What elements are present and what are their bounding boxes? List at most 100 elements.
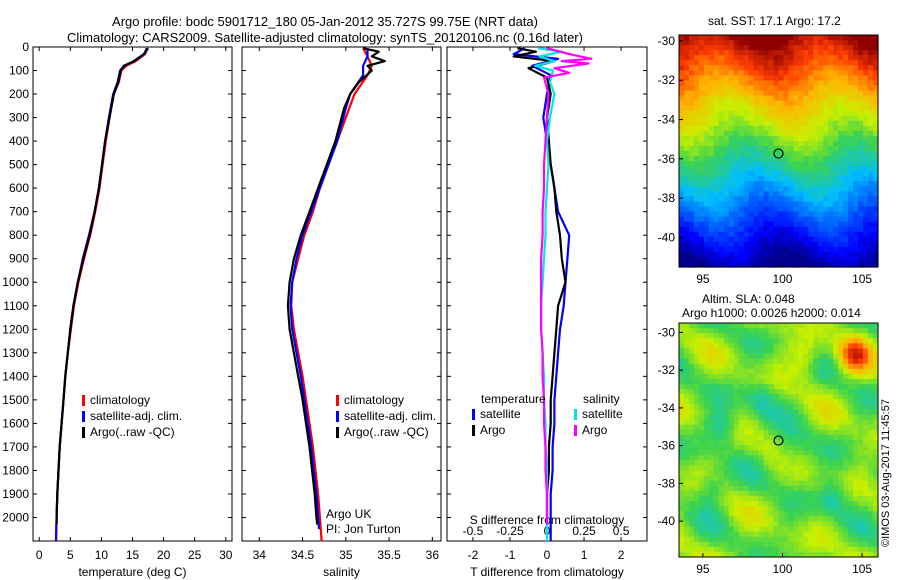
heatmap-cell: [703, 460, 710, 467]
heatmap-cell: [743, 373, 750, 380]
heatmap-cell: [863, 429, 869, 436]
heatmap-cell: [738, 424, 745, 431]
heatmap-cell: [863, 440, 869, 446]
heatmap-cell: [748, 404, 755, 411]
secondary-x-tick-label: -0.5: [463, 524, 484, 538]
heatmap-cell: [683, 424, 690, 431]
heatmap-cell: [688, 156, 695, 162]
heatmap-cell: [873, 399, 879, 405]
heatmap-cell: [843, 256, 849, 263]
heatmap-cell: [863, 166, 869, 172]
heatmap-cell: [778, 399, 785, 405]
heatmap-cell: [853, 353, 859, 360]
heatmap-cell: [679, 378, 685, 385]
heatmap-cell: [783, 399, 790, 405]
heatmap-cell: [743, 161, 750, 167]
heatmap-cell: [843, 145, 849, 152]
legend-swatch-s-argo: [574, 424, 577, 436]
heatmap-cell: [793, 531, 799, 538]
heatmap-cell: [813, 115, 819, 122]
heatmap-cell: [853, 363, 859, 370]
heatmap-cell: [828, 90, 834, 97]
heatmap-cell: [798, 480, 804, 487]
heatmap-cell: [763, 171, 770, 177]
heatmap-cell: [773, 241, 780, 248]
heatmap-cell: [688, 261, 695, 268]
heatmap-cell: [838, 378, 844, 385]
heatmap-cell: [738, 75, 745, 81]
heatmap-cell: [803, 511, 809, 517]
heatmap-cell: [688, 95, 695, 102]
heatmap-cell: [738, 261, 745, 268]
heatmap-cell: [868, 216, 874, 223]
heatmap-cell: [768, 384, 775, 390]
heatmap-cell: [763, 241, 770, 248]
heatmap-cell: [763, 526, 770, 533]
heatmap-cell: [853, 384, 859, 390]
heatmap-cell: [738, 485, 745, 492]
heatmap-cell: [753, 399, 760, 405]
heatmap-cell: [823, 145, 829, 152]
heatmap-cell: [703, 206, 710, 213]
heatmap-cell: [679, 251, 685, 258]
heatmap-cell: [703, 35, 710, 41]
heatmap-cell: [803, 256, 809, 263]
heatmap-cell: [783, 70, 790, 76]
heatmap-cell: [768, 161, 775, 167]
heatmap-cell: [758, 216, 765, 223]
heatmap-cell: [728, 389, 735, 395]
heatmap-cell: [848, 495, 854, 502]
heatmap-cell: [683, 166, 690, 172]
heatmap-cell: [733, 191, 740, 197]
heatmap-cell: [803, 445, 809, 451]
heatmap-cell: [843, 531, 849, 538]
heatmap-cell: [808, 166, 814, 172]
heatmap-cell: [843, 211, 849, 218]
heatmap-cell: [843, 161, 849, 167]
heatmap-cell: [848, 135, 854, 142]
heatmap-cell: [733, 45, 740, 51]
heatmap-cell: [778, 181, 785, 187]
heatmap-cell: [848, 186, 854, 192]
heatmap-cell: [798, 45, 804, 51]
heatmap-cell: [683, 40, 690, 46]
heatmap-cell: [863, 151, 869, 157]
heatmap-cell: [838, 521, 844, 528]
heatmap-cell: [783, 196, 790, 203]
heatmap-cell: [728, 151, 735, 157]
heatmap-cell: [683, 404, 690, 411]
heatmap-cell: [788, 450, 795, 456]
heatmap-cell: [738, 181, 745, 187]
heatmap-cell: [743, 171, 750, 177]
heatmap-cell: [828, 125, 834, 132]
heatmap-cell: [723, 531, 730, 538]
heatmap-cell: [748, 455, 755, 461]
heatmap-cell: [793, 368, 799, 375]
heatmap-cell: [783, 241, 790, 248]
heatmap-cell: [808, 424, 814, 431]
heatmap-cell: [783, 409, 790, 416]
heatmap-cell: [718, 161, 725, 167]
heatmap-cell: [763, 105, 770, 112]
heatmap-cell: [713, 551, 720, 558]
heatmap-cell: [768, 110, 775, 117]
heatmap-cell: [758, 450, 765, 456]
heatmap-cell: [683, 389, 690, 395]
heatmap-cell: [728, 145, 735, 152]
heatmap-cell: [758, 511, 765, 517]
heatmap-cell: [803, 166, 809, 172]
heatmap-cell: [763, 50, 770, 56]
heatmap-cell: [818, 511, 824, 517]
heatmap-cell: [843, 470, 849, 477]
heatmap-cell: [708, 201, 715, 208]
heatmap-cell: [708, 511, 715, 517]
heatmap-cell: [818, 450, 824, 456]
heatmap-cell: [713, 246, 720, 253]
heatmap-cell: [843, 236, 849, 243]
heatmap-cell: [853, 236, 859, 243]
heatmap-cell: [868, 236, 874, 243]
heatmap-cell: [813, 389, 819, 395]
heatmap-cell: [698, 338, 705, 344]
heatmap-cell: [683, 90, 690, 97]
heatmap-cell: [848, 236, 854, 243]
